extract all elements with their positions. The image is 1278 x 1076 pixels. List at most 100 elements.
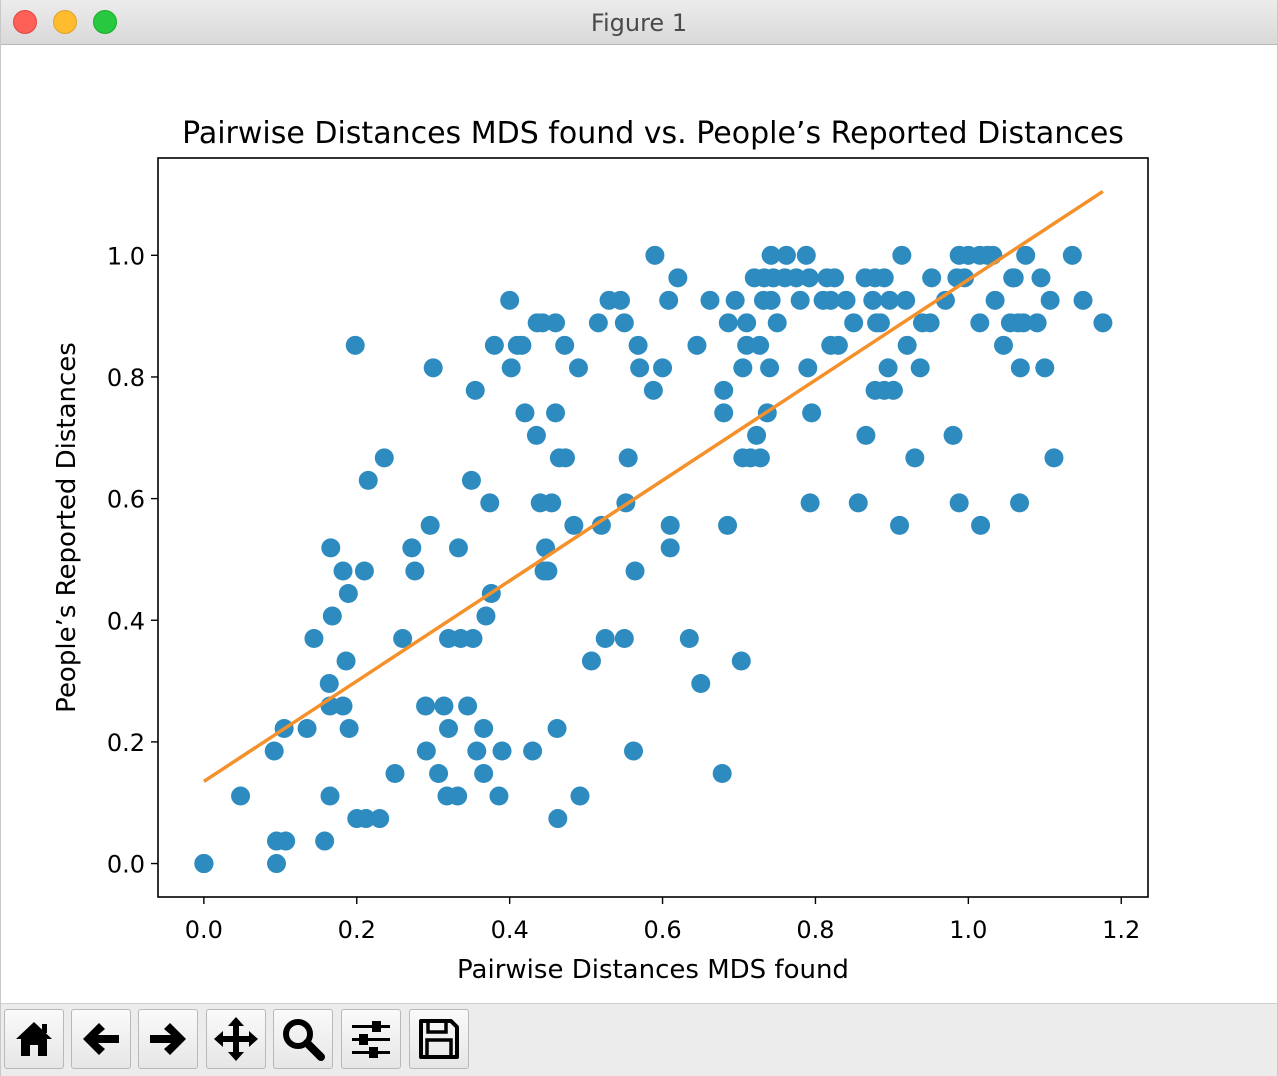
data-point xyxy=(416,741,436,761)
data-point xyxy=(800,493,820,513)
data-point xyxy=(714,403,734,423)
data-point xyxy=(935,290,955,310)
data-point xyxy=(1044,448,1064,468)
scatter-chart: Pairwise Distances MDS found vs. People’… xyxy=(52,116,1149,985)
data-point xyxy=(542,493,562,513)
data-point xyxy=(333,696,353,716)
pan-button[interactable] xyxy=(206,1009,266,1069)
data-point xyxy=(896,290,916,310)
data-point xyxy=(370,809,390,829)
save-button[interactable] xyxy=(409,1009,469,1069)
data-point xyxy=(429,764,449,784)
data-point xyxy=(897,335,917,355)
zoom-window-button[interactable] xyxy=(93,10,117,34)
fit-line xyxy=(202,189,1104,783)
data-point xyxy=(750,448,770,468)
data-point xyxy=(555,335,575,355)
data-point xyxy=(828,335,848,355)
data-point xyxy=(955,268,975,288)
data-point xyxy=(336,651,356,671)
arrow-left-icon xyxy=(83,1023,119,1055)
forward-button[interactable] xyxy=(138,1009,198,1069)
data-point xyxy=(474,764,494,784)
data-point xyxy=(714,380,734,400)
data-point xyxy=(339,719,359,739)
y-tick-label: 0.2 xyxy=(107,729,145,757)
data-point xyxy=(614,629,634,649)
data-point xyxy=(333,561,353,581)
data-point xyxy=(322,606,342,626)
data-point xyxy=(786,268,806,288)
data-point xyxy=(1010,493,1030,513)
data-point xyxy=(1073,290,1093,310)
minimize-window-button[interactable] xyxy=(53,10,77,34)
data-point xyxy=(760,358,780,378)
data-point xyxy=(595,629,615,649)
data-point xyxy=(484,335,504,355)
data-point xyxy=(304,629,324,649)
data-point xyxy=(922,268,942,288)
chart-title: Pairwise Distances MDS found vs. People’… xyxy=(182,116,1124,151)
data-point xyxy=(489,786,509,806)
data-point xyxy=(1010,358,1030,378)
data-point xyxy=(480,493,500,513)
zoom-button[interactable] xyxy=(273,1009,333,1069)
data-point xyxy=(297,719,317,739)
move-icon xyxy=(214,1017,258,1061)
data-point xyxy=(687,335,707,355)
data-point xyxy=(712,764,732,784)
data-point xyxy=(796,245,816,265)
navigation-toolbar xyxy=(1,1003,1277,1076)
x-tick-label: 0.2 xyxy=(338,916,376,944)
x-tick-label: 0.0 xyxy=(185,916,223,944)
data-point xyxy=(338,583,358,603)
data-point xyxy=(319,674,339,694)
data-point xyxy=(448,538,468,558)
data-point xyxy=(856,425,876,445)
y-tick-label: 0.0 xyxy=(107,851,145,879)
x-tick-label: 0.4 xyxy=(491,916,529,944)
data-point xyxy=(358,470,378,490)
data-point xyxy=(501,358,521,378)
data-point xyxy=(994,335,1014,355)
data-point xyxy=(799,268,819,288)
data-point xyxy=(500,290,520,310)
data-point xyxy=(416,696,436,716)
data-point xyxy=(555,448,575,468)
y-tick-label: 0.4 xyxy=(107,607,145,635)
y-axis-label: People’s Reported Distances xyxy=(52,342,82,713)
data-point xyxy=(354,561,374,581)
data-point xyxy=(434,696,454,716)
data-point xyxy=(264,741,284,761)
data-point xyxy=(731,651,751,671)
data-point xyxy=(1027,313,1047,333)
data-point xyxy=(645,245,665,265)
figure-canvas[interactable]: Pairwise Distances MDS found vs. People’… xyxy=(1,45,1277,1003)
data-point xyxy=(356,809,376,829)
data-point xyxy=(733,358,753,378)
data-point xyxy=(625,561,645,581)
data-point xyxy=(614,313,634,333)
data-point xyxy=(588,313,608,333)
data-point xyxy=(546,313,566,333)
data-point xyxy=(970,313,990,333)
home-button[interactable] xyxy=(4,1009,64,1069)
data-point xyxy=(512,335,532,355)
data-point xyxy=(874,268,894,288)
data-point xyxy=(630,358,650,378)
y-tick-label: 0.6 xyxy=(107,486,145,514)
data-point xyxy=(725,290,745,310)
data-point xyxy=(405,561,425,581)
close-window-button[interactable] xyxy=(13,10,37,34)
back-button[interactable] xyxy=(71,1009,131,1069)
data-point xyxy=(659,290,679,310)
configure-subplots-button[interactable] xyxy=(341,1009,401,1069)
data-point xyxy=(526,425,546,445)
data-point xyxy=(920,313,940,333)
data-point xyxy=(439,719,459,739)
data-point xyxy=(423,358,443,378)
arrow-right-icon xyxy=(150,1023,186,1055)
data-point xyxy=(568,358,588,378)
data-point xyxy=(548,809,568,829)
data-point xyxy=(1093,313,1113,333)
